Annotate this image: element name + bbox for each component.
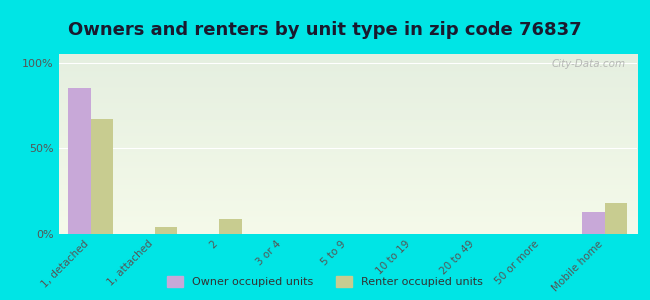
Bar bbox=[68, 88, 90, 234]
Legend: Owner occupied units, Renter occupied units: Owner occupied units, Renter occupied un… bbox=[162, 271, 488, 291]
Bar bbox=[90, 119, 113, 234]
Text: City-Data.com: City-Data.com bbox=[551, 59, 625, 69]
Text: Owners and renters by unit type in zip code 76837: Owners and renters by unit type in zip c… bbox=[68, 21, 582, 39]
Bar bbox=[582, 212, 605, 234]
Bar bbox=[605, 203, 627, 234]
Bar bbox=[219, 219, 242, 234]
Bar bbox=[155, 227, 177, 234]
